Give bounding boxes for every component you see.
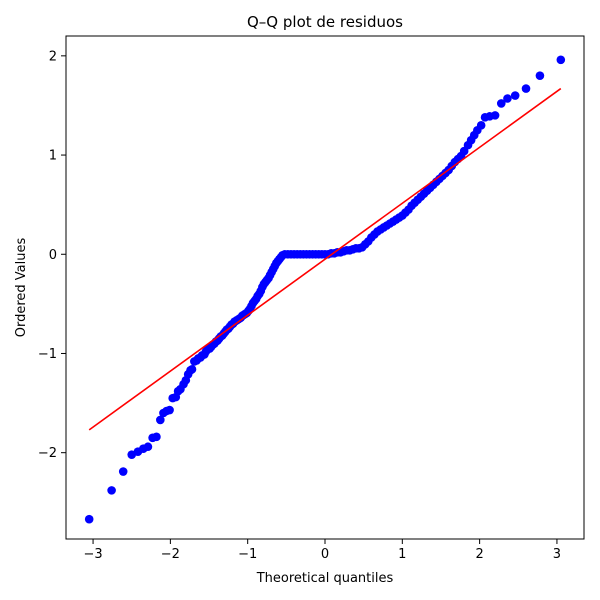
- x-axis-ticks: −3 −2 −1 0 1 2 3: [83, 539, 561, 562]
- x-tick-label: 0: [321, 547, 329, 562]
- data-point: [556, 55, 566, 65]
- data-point: [476, 120, 486, 130]
- x-tick-label: 1: [398, 547, 406, 562]
- x-axis-label: Theoretical quantiles: [256, 571, 394, 586]
- data-point: [143, 442, 153, 452]
- data-point: [490, 111, 500, 120]
- data-point: [118, 467, 128, 476]
- data-point: [107, 486, 116, 495]
- chart-title: Q–Q plot de residuos: [247, 13, 403, 31]
- y-tick-label: 1: [49, 149, 57, 164]
- data-point: [521, 84, 531, 93]
- x-tick-label: −3: [83, 547, 102, 562]
- data-point: [165, 405, 174, 415]
- y-tick-label: 2: [49, 49, 57, 64]
- points-layer: [84, 55, 566, 524]
- data-point: [496, 99, 506, 108]
- fit-line-layer: [88, 87, 562, 431]
- fit-line: [88, 87, 562, 431]
- y-tick-label: −1: [38, 347, 57, 362]
- data-point: [503, 94, 512, 103]
- y-tick-label: 0: [49, 248, 57, 263]
- y-tick-label: −2: [38, 446, 57, 461]
- data-point: [187, 365, 197, 374]
- y-axis-label: Ordered Values: [14, 238, 29, 338]
- data-point: [535, 71, 545, 80]
- data-point: [152, 432, 161, 442]
- plot-area: [66, 36, 584, 539]
- data-point: [510, 91, 520, 100]
- data-point: [156, 415, 165, 425]
- x-tick-label: 3: [553, 547, 561, 562]
- y-axis-ticks: −2 −1 0 1 2: [38, 49, 66, 461]
- x-tick-label: −2: [161, 547, 180, 562]
- x-tick-label: 2: [475, 547, 483, 562]
- data-point: [84, 514, 94, 524]
- x-tick-label: −1: [238, 547, 257, 562]
